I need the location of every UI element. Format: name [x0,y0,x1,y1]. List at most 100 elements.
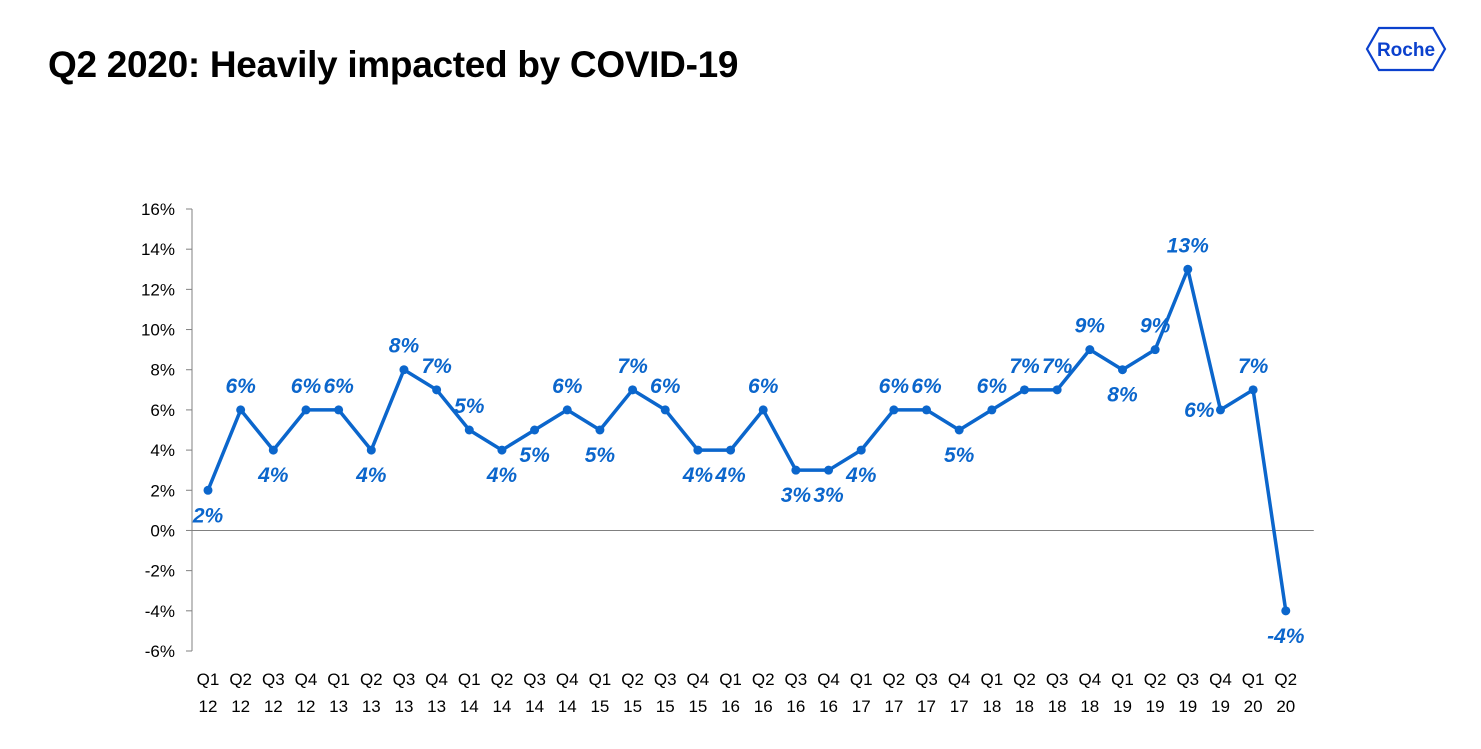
x-tick-label-quarter: Q1 [458,670,481,689]
roche-hexagon-logo-icon: Roche [1365,26,1447,72]
y-tick-label: 14% [141,240,175,259]
x-tick-label-quarter: Q4 [948,670,971,689]
x-tick-label-year: 12 [199,697,218,716]
data-point [1085,345,1095,355]
data-label: 6% [552,375,583,398]
data-label: 7% [1238,355,1269,378]
data-label: 5% [454,395,485,418]
data-point [954,425,964,435]
data-point [464,425,474,435]
data-point [432,385,442,395]
x-tick-label-year: 20 [1244,697,1263,716]
x-tick-label-year: 14 [492,697,511,716]
data-label: 6% [323,375,354,398]
data-point [203,485,213,495]
y-tick-label: 16% [141,200,175,219]
x-tick-label-quarter: Q1 [1242,670,1265,689]
x-tick-label-quarter: Q2 [883,670,906,689]
x-tick-label-year: 16 [754,697,773,716]
series-points [203,264,1291,616]
data-label: 7% [1009,355,1040,378]
x-tick-label-year: 14 [558,697,577,716]
y-axis: 16% 14% 12% 10% 8% 6% 4% 2% 0% -2% -4% -6% [141,200,193,661]
page-title: Q2 2020: Heavily impacted by COVID-19 [48,44,739,85]
data-labels: 2%6%4%6% 6%4%8%7%5%4%5%6%5%7%6%4% 4%6%3% 3%… [192,234,1305,648]
x-tick-label-quarter: Q2 [1274,670,1297,689]
x-tick-label-quarter: Q2 [752,670,775,689]
x-tick-label-quarter: Q4 [1078,670,1101,689]
y-tick-label: 12% [141,280,175,299]
x-tick-label-year: 17 [852,697,871,716]
x-tick-label-year: 15 [590,697,609,716]
data-point [334,405,344,415]
x-tick-label-quarter: Q1 [589,670,612,689]
x-tick-label-year: 13 [362,697,381,716]
data-label: 6% [291,375,322,398]
x-tick-label-quarter: Q4 [687,670,710,689]
data-label: 6% [650,375,681,398]
y-tick-label: 2% [150,481,175,500]
x-tick-label-quarter: Q3 [915,670,938,689]
data-label: 9% [1075,315,1106,338]
y-tick-label: 8% [150,361,175,380]
data-point [595,425,605,435]
x-tick-label-quarter: Q2 [621,670,644,689]
x-tick-label-year: 17 [884,697,903,716]
data-label: 6% [911,375,942,398]
data-label: 4% [682,464,714,487]
x-tick-label-quarter: Q4 [1209,670,1232,689]
data-point [1150,345,1160,355]
data-label: 7% [421,355,452,378]
x-tick-label-quarter: Q1 [719,670,742,689]
data-label: 6% [748,375,779,398]
x-tick-label-year: 14 [460,697,479,716]
data-label: 6% [879,375,910,398]
data-label: 8% [389,335,420,358]
x-tick-label-quarter: Q3 [1046,670,1069,689]
data-label: 5% [519,444,550,467]
x-tick-label-year: 18 [1048,697,1067,716]
data-point [726,445,736,455]
x-tick-label-year: 13 [394,697,413,716]
data-point [758,405,768,415]
data-label: 6% [977,375,1008,398]
data-label: -4% [1267,625,1305,648]
data-point [889,405,899,415]
x-tick-label-quarter: Q1 [197,670,220,689]
data-point [1020,385,1029,395]
data-point [562,405,572,415]
x-tick-label-quarter: Q3 [523,670,546,689]
x-tick-label-quarter: Q1 [980,670,1003,689]
x-tick-label-year: 13 [427,697,446,716]
x-tick-label-quarter: Q2 [491,670,514,689]
x-tick-label-year: 20 [1276,697,1295,716]
data-label: 5% [585,444,616,467]
data-point [660,405,670,415]
x-tick-label-year: 16 [786,697,805,716]
data-label: 4% [257,464,289,487]
x-tick-label-year: 19 [1211,697,1230,716]
x-tick-label-quarter: Q2 [1013,670,1036,689]
data-point [856,445,866,455]
x-tick-label-year: 18 [1080,697,1099,716]
x-tick-label-quarter: Q4 [556,670,579,689]
data-label: 4% [355,464,387,487]
data-label: 6% [1184,399,1215,422]
data-point [268,445,278,455]
data-label: 3% [813,484,844,507]
x-tick-label-year: 12 [231,697,250,716]
x-tick-label-year: 14 [525,697,544,716]
series-line [206,267,1288,612]
data-label: 7% [617,355,648,378]
x-tick-label-quarter: Q1 [327,670,350,689]
data-point [1117,365,1127,375]
data-point [366,445,376,455]
x-tick-label-quarter: Q3 [393,670,416,689]
x-tick-label-year: 12 [297,697,316,716]
x-tick-label-year: 16 [819,697,838,716]
y-tick-label: 6% [150,401,175,420]
x-tick-label-year: 15 [688,697,707,716]
y-tick-label: 10% [141,321,175,340]
x-tick-label-quarter: Q3 [654,670,677,689]
